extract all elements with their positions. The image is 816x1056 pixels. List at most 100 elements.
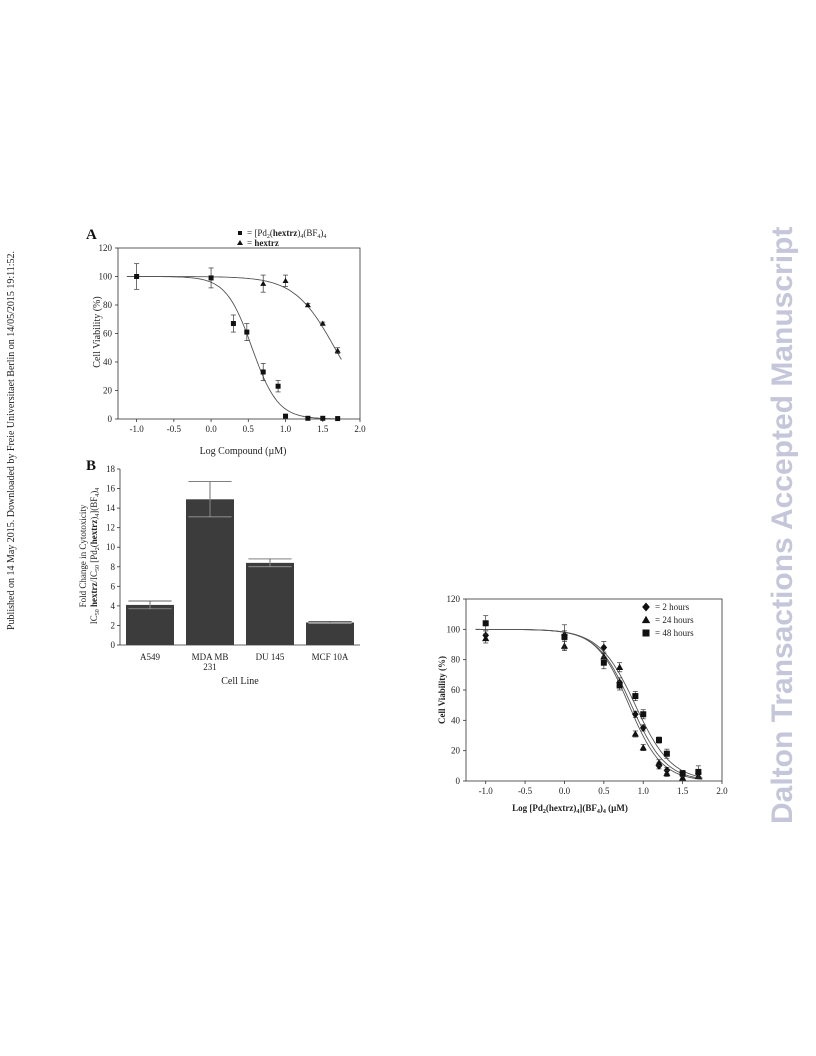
- data-point-series-2: [639, 744, 647, 751]
- x-tick-label: -0.5: [518, 786, 533, 796]
- chart-b-y-axis-label-line1: Fold Change in Cytotoxicity: [78, 504, 88, 607]
- fit-curve-series-2: [475, 628, 703, 780]
- data-point-series-1: [639, 724, 647, 732]
- y-tick-label: 18: [106, 464, 116, 474]
- legend-c-entry: = 2 hours: [655, 602, 690, 612]
- y-tick-label: 14: [106, 503, 116, 513]
- chart-c-legend: = 2 hours = 24 hours = 48 hours: [641, 602, 694, 638]
- x-tick-label: 0.5: [243, 424, 255, 434]
- data-point-series-3: [655, 737, 662, 744]
- category-label-line: 231: [203, 662, 217, 672]
- fit-curve-series-1: [126, 276, 342, 420]
- y-tick-label: 6: [111, 581, 116, 591]
- data-point-series-1: [305, 415, 311, 421]
- category-label-1: A549: [140, 652, 160, 662]
- data-point-series-1: [275, 383, 281, 389]
- data-point-series-3: [600, 659, 607, 666]
- category-label-line: MDA MB: [192, 652, 229, 662]
- chart-a-y-axis-label: Cell Viability (%): [92, 296, 103, 367]
- data-point-series-2: [679, 774, 687, 781]
- chart-c-x-axis-label: Log [Pd2(hextrz)4](BF4)4 (µM): [512, 803, 628, 815]
- chart-b-y-axis-label-line2: IC50 hextrz/IC50 [Pd2(hextrz)4](BF4)4: [89, 488, 101, 625]
- legend-square-marker: [238, 231, 242, 235]
- data-point-series-2: [655, 759, 663, 766]
- data-point-series-3: [632, 693, 639, 700]
- data-point-series-3: [695, 768, 702, 775]
- data-point-series-2: [319, 320, 326, 326]
- data-point-series-1: [244, 329, 250, 335]
- data-point-series-3: [616, 682, 623, 689]
- x-tick-label: 1.0: [280, 424, 292, 434]
- x-tick-label: 0.5: [598, 786, 610, 796]
- y-tick-label: 40: [451, 715, 461, 725]
- fit-curve-series-2: [126, 276, 342, 360]
- x-tick-label: 2.0: [354, 424, 366, 434]
- x-tick-label: 2.0: [716, 786, 728, 796]
- data-point-series-1: [134, 274, 140, 279]
- data-point-series-1: [335, 416, 341, 422]
- category-label-line: DU 145: [256, 652, 285, 662]
- y-tick-label: 120: [99, 243, 113, 253]
- y-tick-label: 8: [111, 562, 116, 572]
- data-point-series-1: [283, 413, 289, 419]
- bar-4: [306, 622, 354, 645]
- category-label-line: MCF 10A: [312, 652, 349, 662]
- y-tick-label: 2: [111, 620, 116, 630]
- legend-c-entry: = 24 hours: [655, 615, 694, 625]
- x-tick-label: 0.0: [205, 424, 217, 434]
- chart-b: B 0 2 4 6 8 10 12 14 16 18 A549 MDA MB 231 DU 145 MCF…: [78, 458, 360, 687]
- legend-a-series-2: = hextrz: [247, 238, 279, 248]
- y-tick-label: 4: [111, 601, 116, 611]
- y-tick-label: 0: [456, 776, 461, 786]
- y-tick-label: 60: [451, 685, 461, 695]
- x-tick-label: 0.0: [559, 786, 571, 796]
- x-tick-label: -1.0: [129, 424, 144, 434]
- data-point-series-2: [260, 280, 267, 286]
- chart-b-x-axis-label: Cell Line: [221, 676, 259, 687]
- data-point-series-3: [679, 770, 686, 777]
- data-point-series-2: [631, 730, 639, 737]
- y-tick-label: 10: [106, 542, 116, 552]
- data-point-series-3: [640, 711, 647, 718]
- data-point-series-1: [230, 321, 236, 327]
- panel-label-a: A: [86, 227, 97, 243]
- chart-a-x-axis-label: Log Compound (µM): [200, 446, 287, 457]
- data-point-series-2: [600, 653, 608, 660]
- data-point-series-2: [616, 663, 624, 670]
- legend-c-entry: = 48 hours: [655, 628, 694, 638]
- legend-a-series-1: = [Pd2(hextrz)4(BF4)4: [247, 228, 326, 240]
- x-tick-label: 1.5: [677, 786, 689, 796]
- data-point-series-3: [482, 620, 489, 627]
- x-tick-label: -0.5: [167, 424, 182, 434]
- data-point-series-1: [260, 369, 266, 375]
- y-tick-label: 80: [103, 300, 113, 310]
- category-label-line: A549: [140, 652, 160, 662]
- y-tick-label: 100: [447, 624, 461, 634]
- x-tick-label: 1.5: [317, 424, 329, 434]
- category-label-2: MDA MB 231: [192, 652, 229, 672]
- y-tick-label: 20: [103, 386, 113, 396]
- data-point-series-2: [334, 347, 341, 353]
- x-tick-label: 1.0: [638, 786, 650, 796]
- chart-a-legend: = [Pd2(hextrz)4(BF4)4 = hextrz: [237, 228, 326, 248]
- y-tick-label: 120: [447, 594, 461, 604]
- y-tick-label: 100: [99, 272, 113, 282]
- y-tick-label: 20: [451, 746, 461, 756]
- data-point-series-1: [632, 710, 639, 719]
- legend-marker-triangle: [641, 615, 651, 624]
- y-tick-label: 60: [103, 329, 113, 339]
- y-tick-label: 0: [111, 640, 116, 650]
- data-point-series-2: [663, 769, 671, 777]
- x-tick-label: -1.0: [479, 786, 494, 796]
- y-tick-label: 12: [106, 523, 115, 533]
- y-tick-label: 80: [451, 655, 461, 665]
- bar-3: [246, 562, 294, 645]
- data-point-series-3: [663, 750, 670, 757]
- plot-frame: [465, 598, 723, 782]
- category-label-4: MCF 10A: [312, 652, 349, 662]
- data-point-series-1: [208, 275, 214, 281]
- plot-frame: [117, 247, 361, 420]
- data-point-series-2: [304, 302, 311, 308]
- bar-2: [186, 499, 234, 645]
